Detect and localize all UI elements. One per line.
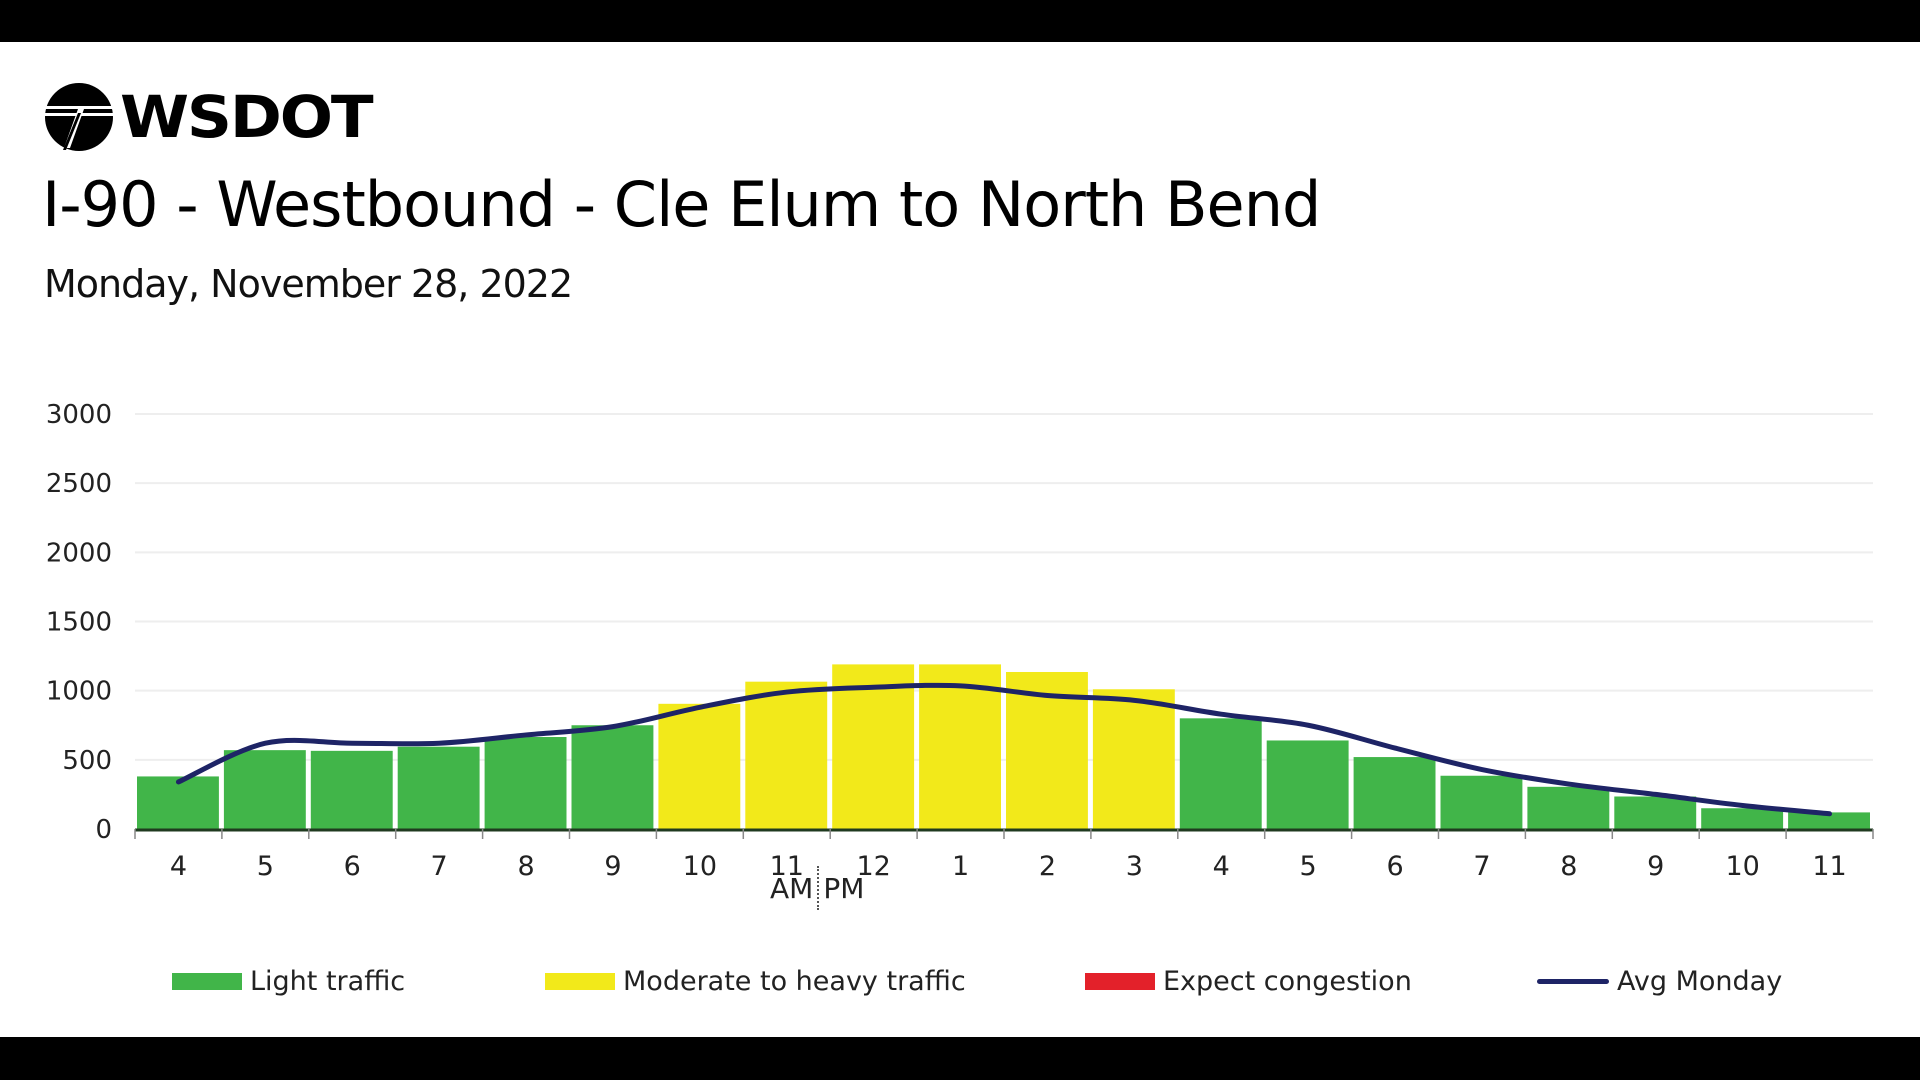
chart-subtitle: Monday, November 28, 2022 <box>44 262 573 306</box>
x-tick-label: 7 <box>431 851 448 882</box>
bar <box>832 664 915 829</box>
chart-legend: Light traffic Moderate to heavy traffic … <box>0 944 1920 997</box>
legend-label: Avg Monday <box>1617 966 1783 997</box>
bar <box>1092 689 1175 829</box>
legend-item-avg: Avg Monday <box>1537 966 1782 997</box>
bar <box>310 750 393 829</box>
legend-label: Light traffic <box>250 966 406 997</box>
bar <box>223 750 306 829</box>
x-tick-label: 11 <box>1812 851 1846 882</box>
x-tick-label: 4 <box>1213 851 1230 882</box>
legend-swatch-light <box>172 973 242 990</box>
y-tick-label: 500 <box>62 746 112 776</box>
bar <box>397 746 480 829</box>
x-tick-label: 12 <box>856 851 890 882</box>
wsdot-emblem-icon <box>44 83 114 151</box>
legend-item-congestion: Expect congestion <box>1085 966 1412 997</box>
bar <box>1440 775 1523 829</box>
chart-canvas <box>0 42 1920 1037</box>
x-tick-label: 5 <box>257 851 274 882</box>
chart-title: I-90 - Westbound - Cle Elum to North Ben… <box>42 168 1321 241</box>
pm-label: PM <box>823 871 865 905</box>
y-tick-label: 2000 <box>46 538 112 568</box>
x-tick-label: 5 <box>1300 851 1317 882</box>
bar <box>1527 786 1610 829</box>
bar <box>1353 757 1436 829</box>
wsdot-logo: WSDOT <box>44 82 374 152</box>
legend-swatch-congestion <box>1085 973 1155 990</box>
avg-monday-line <box>175 682 1833 817</box>
am-label: AM <box>770 871 814 905</box>
x-tick-label: 6 <box>344 851 361 882</box>
y-tick-label: 0 <box>95 815 112 845</box>
bar <box>1614 796 1697 829</box>
x-tick-label: 9 <box>604 851 621 882</box>
legend-label: Moderate to heavy traffic <box>623 966 966 997</box>
x-tick-label: 7 <box>1473 851 1490 882</box>
x-tick-label: 8 <box>1560 851 1577 882</box>
bar <box>1788 812 1870 829</box>
y-tick-label: 3000 <box>46 400 112 430</box>
x-tick-label: 1 <box>952 851 969 882</box>
x-tick-label: 8 <box>517 851 534 882</box>
logo-text: WSDOT <box>120 83 374 151</box>
ampm-divider <box>817 866 820 910</box>
ampm-label: AM PM <box>770 866 864 910</box>
x-tick-label: 11 <box>770 851 804 882</box>
x-tick-label: 9 <box>1647 851 1664 882</box>
x-tick-label: 10 <box>683 851 717 882</box>
bar <box>137 776 219 829</box>
x-tick-label: 3 <box>1126 851 1143 882</box>
bar <box>1701 808 1784 829</box>
legend-line-avg <box>1537 979 1609 984</box>
y-tick-label: 2500 <box>46 469 112 499</box>
bar <box>1179 718 1262 829</box>
legend-label: Expect congestion <box>1163 966 1412 997</box>
x-tick-label: 10 <box>1725 851 1759 882</box>
bar <box>745 681 828 829</box>
bar <box>484 737 567 829</box>
legend-swatch-moderate <box>545 973 615 990</box>
x-tick-label: 2 <box>1039 851 1056 882</box>
y-tick-label: 1000 <box>46 677 112 707</box>
bar <box>1266 740 1349 829</box>
bar <box>658 703 741 829</box>
x-tick-label: 6 <box>1386 851 1403 882</box>
bar <box>571 725 654 829</box>
y-tick-label: 1500 <box>46 608 112 638</box>
legend-item-moderate: Moderate to heavy traffic <box>545 966 966 997</box>
legend-item-light: Light traffic <box>172 966 405 997</box>
x-tick-label: 4 <box>170 851 187 882</box>
bar <box>919 664 1001 829</box>
